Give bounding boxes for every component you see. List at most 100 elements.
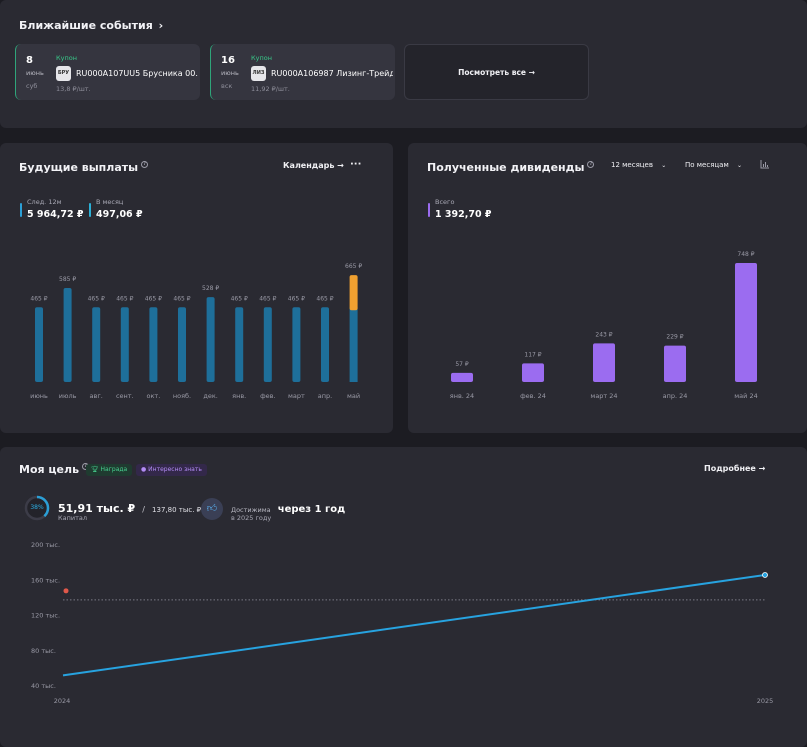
payout-bar-label: 528 ₽ [202,285,219,292]
payout-bar [206,297,215,382]
interest-tag-label[interactable]: Интересно знать [148,466,202,473]
payout-month-label: июнь [30,392,48,400]
period-select[interactable]: 12 месяцев ⌄ [611,161,666,169]
payout-bar-label: 465 ₽ [316,295,333,302]
goal-chart: 200 тыс. 160 тыс. 120 тыс. 80 тыс. 40 тыс. 20… [31,541,774,705]
dividend-bar [451,372,473,382]
payout-bar [63,288,72,382]
y-tick-label: 40 тыс. [31,682,56,690]
event-price: 11,92 ₽/шт. [251,85,290,93]
payout-month-label: сент. [116,392,134,400]
events-title-text[interactable]: Ближайшие события [19,19,153,32]
event-security-name: RU000A106987 Лизинг-Трейд... [271,69,393,78]
event-weekday: суб [26,82,38,90]
payout-bar [263,307,272,382]
info-icon[interactable]: ? [141,161,149,168]
payout-bar-label: 465 ₽ [116,295,133,302]
interest-tag[interactable]: ● Интересно знать [136,464,207,476]
dividend-month-label: апр. 24 [663,392,688,400]
payouts-title: Будущие выплаты? [19,161,149,174]
event-month: июнь [221,69,239,77]
events-panel: Ближайшие события › 8 июнь суб Купон БРУ… [0,0,807,128]
stat-label-12m: След. 12м [27,198,62,206]
dividend-month-label: март 24 [590,392,617,400]
period-select-value[interactable]: 12 месяцев [611,161,653,169]
payouts-panel: Будущие выплаты? Календарь → ··· След. 1… [0,143,393,433]
goal-progress-ring [24,495,50,521]
chevron-right-icon[interactable]: › [158,19,164,32]
payout-bar-label: 585 ₽ [59,276,76,283]
dividend-bar [735,263,757,382]
payout-bar-label: 465 ₽ [173,295,190,302]
chevron-down-icon[interactable]: ⌄ [737,162,743,169]
legend-marker-month [89,203,91,217]
event-day: 16 [221,55,235,66]
payout-bar-label: 465 ₽ [30,295,47,302]
event-card-2[interactable]: 16 июнь вск Купон ЛИЗ RU000A106987 Лизин… [210,44,395,100]
trophy-icon: 🏆︎ [91,466,99,473]
lightbulb-icon: ● [141,466,147,473]
x-tick-label: 2024 [54,697,71,705]
goal-percent: 38% [30,504,44,511]
chevron-down-icon[interactable]: ⌄ [661,162,667,169]
event-type: Купон [56,54,77,62]
event-day: 8 [26,55,33,66]
payout-bar [292,307,301,382]
reward-tag-label[interactable]: Награда [100,466,128,473]
payout-bar [235,307,244,382]
event-price: 13,8 ₽/шт. [56,85,91,93]
dividend-bar-label: 57 ₽ [455,361,469,368]
payout-month-label: нояб. [173,392,191,400]
reward-tag[interactable]: 🏆︎ Награда [86,464,133,476]
dividend-bar [593,343,615,382]
payout-bar-label: 465 ₽ [288,295,305,302]
payout-month-label: янв. [232,392,246,400]
grouping-select[interactable]: По месяцам ⌄ [685,161,742,169]
dividend-month-label: май 24 [734,392,757,400]
grouping-select-value[interactable]: По месяцам [685,161,729,169]
events-title[interactable]: Ближайшие события › [19,19,163,32]
event-weekday: вск [221,82,233,90]
stat-value-total: 1 392,70 ₽ [435,209,492,220]
info-icon[interactable]: ? [587,161,595,168]
payout-bar-label: 465 ₽ [145,295,162,302]
view-all-label[interactable]: Посмотреть все → [458,68,535,77]
payout-bar [92,307,101,382]
payout-bar-label: 465 ₽ [88,295,105,302]
legend-marker-total [428,203,430,217]
payout-bar [178,307,186,382]
payout-bar [349,307,358,382]
capital-summary: 51,91 тыс. ₽ / 137,80 тыс. ₽ [58,497,201,516]
stat-label-total: Всего [435,198,455,206]
capital-separator: / [142,505,145,514]
payout-bar-highlight [349,275,358,311]
details-button[interactable]: Подробнее → [704,464,766,473]
start-marker [63,588,69,594]
reach-sub: в 2025 году [231,514,272,522]
chart-type-icon[interactable] [760,160,769,171]
reach-time: через 1 год [277,504,346,515]
payout-bar [35,307,43,382]
x-tick-label: 2025 [757,697,774,705]
y-tick-label: 120 тыс. [31,612,60,620]
dividends-title-text: Полученные дивиденды [427,161,585,174]
dividend-bar [664,345,686,382]
capital-value: 51,91 тыс. ₽ [58,502,136,515]
payout-bar [321,307,329,382]
dividends-panel: Полученные дивиденды? 12 месяцев ⌄ По ме… [408,143,807,433]
payout-month-label: окт. [147,392,161,400]
reach-line: Достижима через 1 год [231,497,345,516]
calendar-button[interactable]: Календарь → [283,161,344,170]
more-icon[interactable]: ··· [350,159,362,170]
payout-month-label: дек. [203,392,218,400]
payout-month-label: фев. [260,392,275,400]
stat-value-12m: 5 964,72 ₽ [27,209,84,220]
view-all-button[interactable]: Посмотреть все → [404,44,589,100]
event-card-1[interactable]: 8 июнь суб Купон БРУ RU000A107UU5 Брусни… [15,44,200,100]
payouts-chart: 465 ₽ июнь 585 ₽ июль 465 ₽ авг. 465 ₽ сент. 465… [30,263,362,400]
y-tick-label: 200 тыс. [31,541,60,549]
goal-line [62,573,766,677]
goal-panel: Моя цель? Подробнее → [0,447,807,747]
payout-bar-label: 465 ₽ [231,295,248,302]
payout-month-label: март [288,392,305,400]
